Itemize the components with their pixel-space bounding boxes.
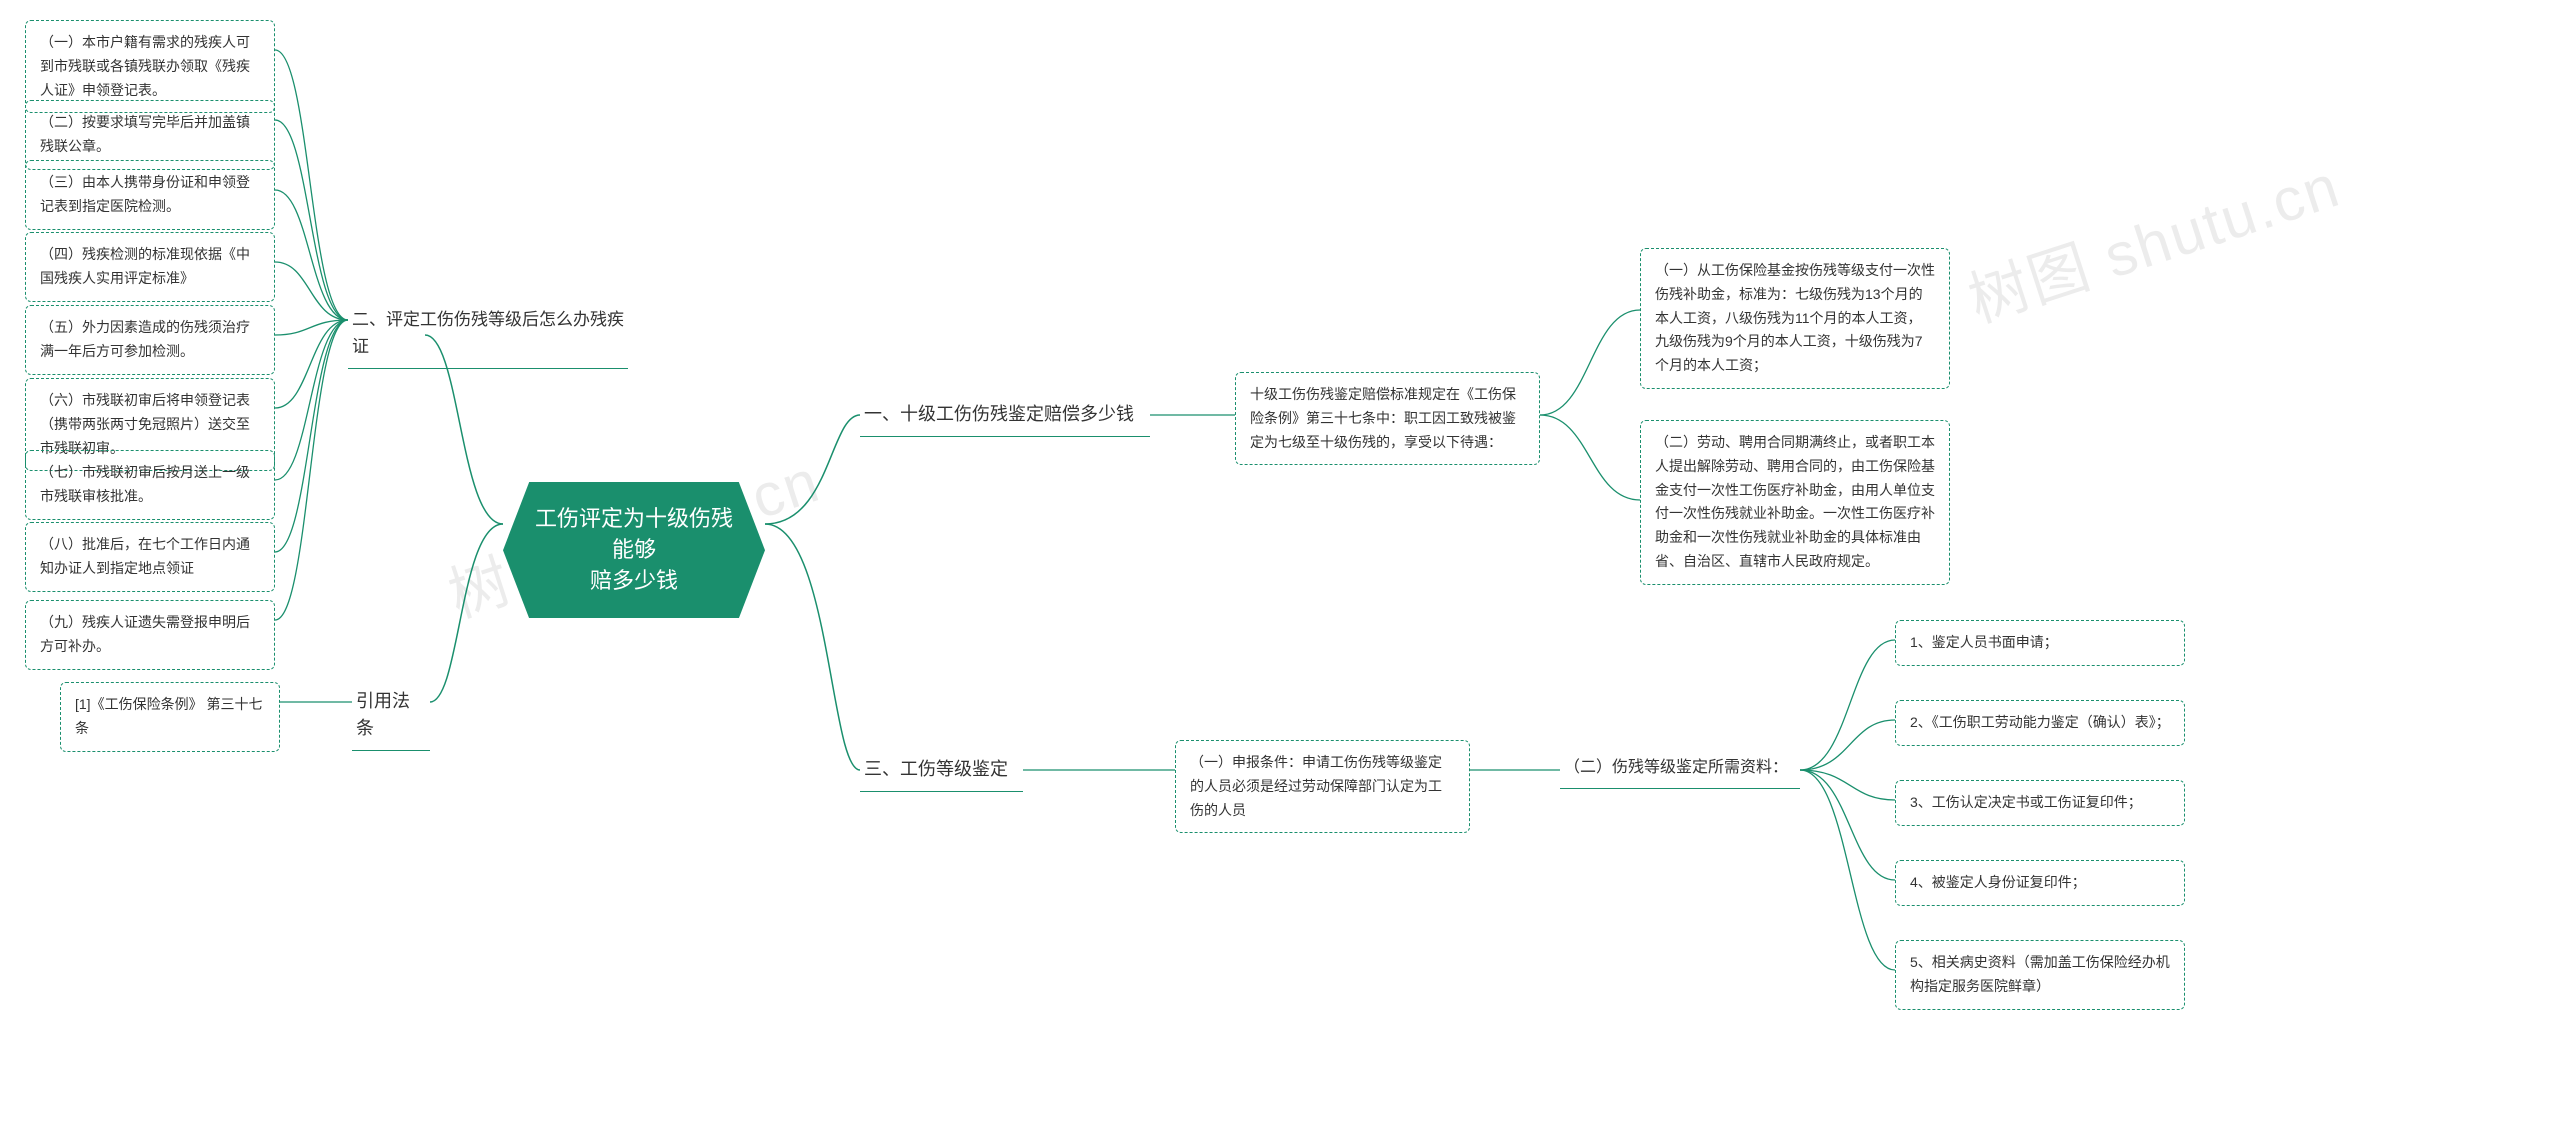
b3-materials-text: （二）伤残等级鉴定所需资料： [1564, 759, 1788, 776]
b3-i2: 2、《工伤职工劳动能力鉴定（确认）表》； [1895, 700, 2185, 746]
branch-1: 一、十级工伤伤残鉴定赔偿多少钱 [860, 395, 1150, 437]
b3-cond: （一）申报条件：申请工伤伤残等级鉴定的人员必须是经过劳动保障部门认定为工伤的人员 [1175, 740, 1470, 833]
branch-2-title: 二、评定工伤伤残等级后怎么办残疾证 [352, 310, 624, 356]
b4-n1-text: [1]《工伤保险条例》 第三十七条 [75, 696, 262, 736]
b1-item-2-text: （二）劳动、聘用合同期满终止，或者职工本人提出解除劳动、聘用合同的，由工伤保险基… [1655, 434, 1935, 569]
b2-i4: （四）残疾检测的标准现依据《中国残疾人实用评定标准》 [25, 232, 275, 302]
b2-i6-text: （六）市残联初审后将申领登记表（携带两张两寸免冠照片）送交至市残联初审。 [40, 392, 250, 456]
branch-4-title: 引用法条 [356, 691, 410, 738]
b2-i3-text: （三）由本人携带身份证和申领登记表到指定医院检测。 [40, 174, 250, 214]
branch-2: 二、评定工伤伤残等级后怎么办残疾证 [348, 300, 628, 369]
b2-i4-text: （四）残疾检测的标准现依据《中国残疾人实用评定标准》 [40, 246, 250, 286]
b2-i8: （八）批准后，在七个工作日内通知办证人到指定地点领证 [25, 522, 275, 592]
b3-cond-text: （一）申报条件：申请工伤伤残等级鉴定的人员必须是经过劳动保障部门认定为工伤的人员 [1190, 754, 1442, 818]
b3-i5-text: 5、相关病史资料（需加盖工伤保险经办机构指定服务医院鲜章） [1910, 954, 2170, 994]
b3-i3: 3、工伤认定决定书或工伤证复印件； [1895, 780, 2185, 826]
b2-i9: （九）残疾人证遗失需登报申明后方可补办。 [25, 600, 275, 670]
branch-1-title: 一、十级工伤伤残鉴定赔偿多少钱 [864, 404, 1134, 424]
b2-i2-text: （二）按要求填写完毕后并加盖镇残联公章。 [40, 114, 250, 154]
b1-item-1: （一）从工伤保险基金按伤残等级支付一次性伤残补助金，标准为：七级伤残为13个月的… [1640, 248, 1950, 389]
b2-i8-text: （八）批准后，在七个工作日内通知办证人到指定地点领证 [40, 536, 250, 576]
b3-i4-text: 4、被鉴定人身份证复印件； [1910, 874, 2086, 890]
branch-3-title: 三、工伤等级鉴定 [864, 759, 1008, 779]
b3-i3-text: 3、工伤认定决定书或工伤证复印件； [1910, 794, 2142, 810]
branch-4: 引用法条 [352, 682, 430, 751]
b1-desc-text: 十级工伤伤残鉴定赔偿标准规定在《工伤保险条例》第三十七条中：职工因工致残被鉴定为… [1250, 386, 1516, 450]
b2-i3: （三）由本人携带身份证和申领登记表到指定医院检测。 [25, 160, 275, 230]
b4-n1: [1]《工伤保险条例》 第三十七条 [60, 682, 280, 752]
b2-i5-text: （五）外力因素造成的伤残须治疗满一年后方可参加检测。 [40, 319, 250, 359]
b3-materials: （二）伤残等级鉴定所需资料： [1560, 750, 1800, 789]
root-node: 工伤评定为十级伤残能够 赔多少钱 [503, 482, 765, 618]
b1-item-1-text: （一）从工伤保险基金按伤残等级支付一次性伤残补助金，标准为：七级伤残为13个月的… [1655, 262, 1935, 373]
b3-i1: 1、鉴定人员书面申请； [1895, 620, 2185, 666]
b3-i5: 5、相关病史资料（需加盖工伤保险经办机构指定服务医院鲜章） [1895, 940, 2185, 1010]
b3-i4: 4、被鉴定人身份证复印件； [1895, 860, 2185, 906]
b3-i2-text: 2、《工伤职工劳动能力鉴定（确认）表》； [1910, 714, 2170, 730]
watermark: 树图 shutu.cn [1956, 138, 2350, 340]
b2-i9-text: （九）残疾人证遗失需登报申明后方可补办。 [40, 614, 250, 654]
root-title: 工伤评定为十级伤残能够 赔多少钱 [535, 506, 733, 593]
b2-i7-text: （七）市残联初审后按月送上一级市残联审核批准。 [40, 464, 250, 504]
b2-i5: （五）外力因素造成的伤残须治疗满一年后方可参加检测。 [25, 305, 275, 375]
b1-desc: 十级工伤伤残鉴定赔偿标准规定在《工伤保险条例》第三十七条中：职工因工致残被鉴定为… [1235, 372, 1540, 465]
b3-i1-text: 1、鉴定人员书面申请； [1910, 634, 2058, 650]
b2-i7: （七）市残联初审后按月送上一级市残联审核批准。 [25, 450, 275, 520]
branch-3: 三、工伤等级鉴定 [860, 750, 1023, 792]
b2-i1-text: （一）本市户籍有需求的残疾人可到市残联或各镇残联办领取《残疾人证》申领登记表。 [40, 34, 250, 98]
b1-item-2: （二）劳动、聘用合同期满终止，或者职工本人提出解除劳动、聘用合同的，由工伤保险基… [1640, 420, 1950, 585]
